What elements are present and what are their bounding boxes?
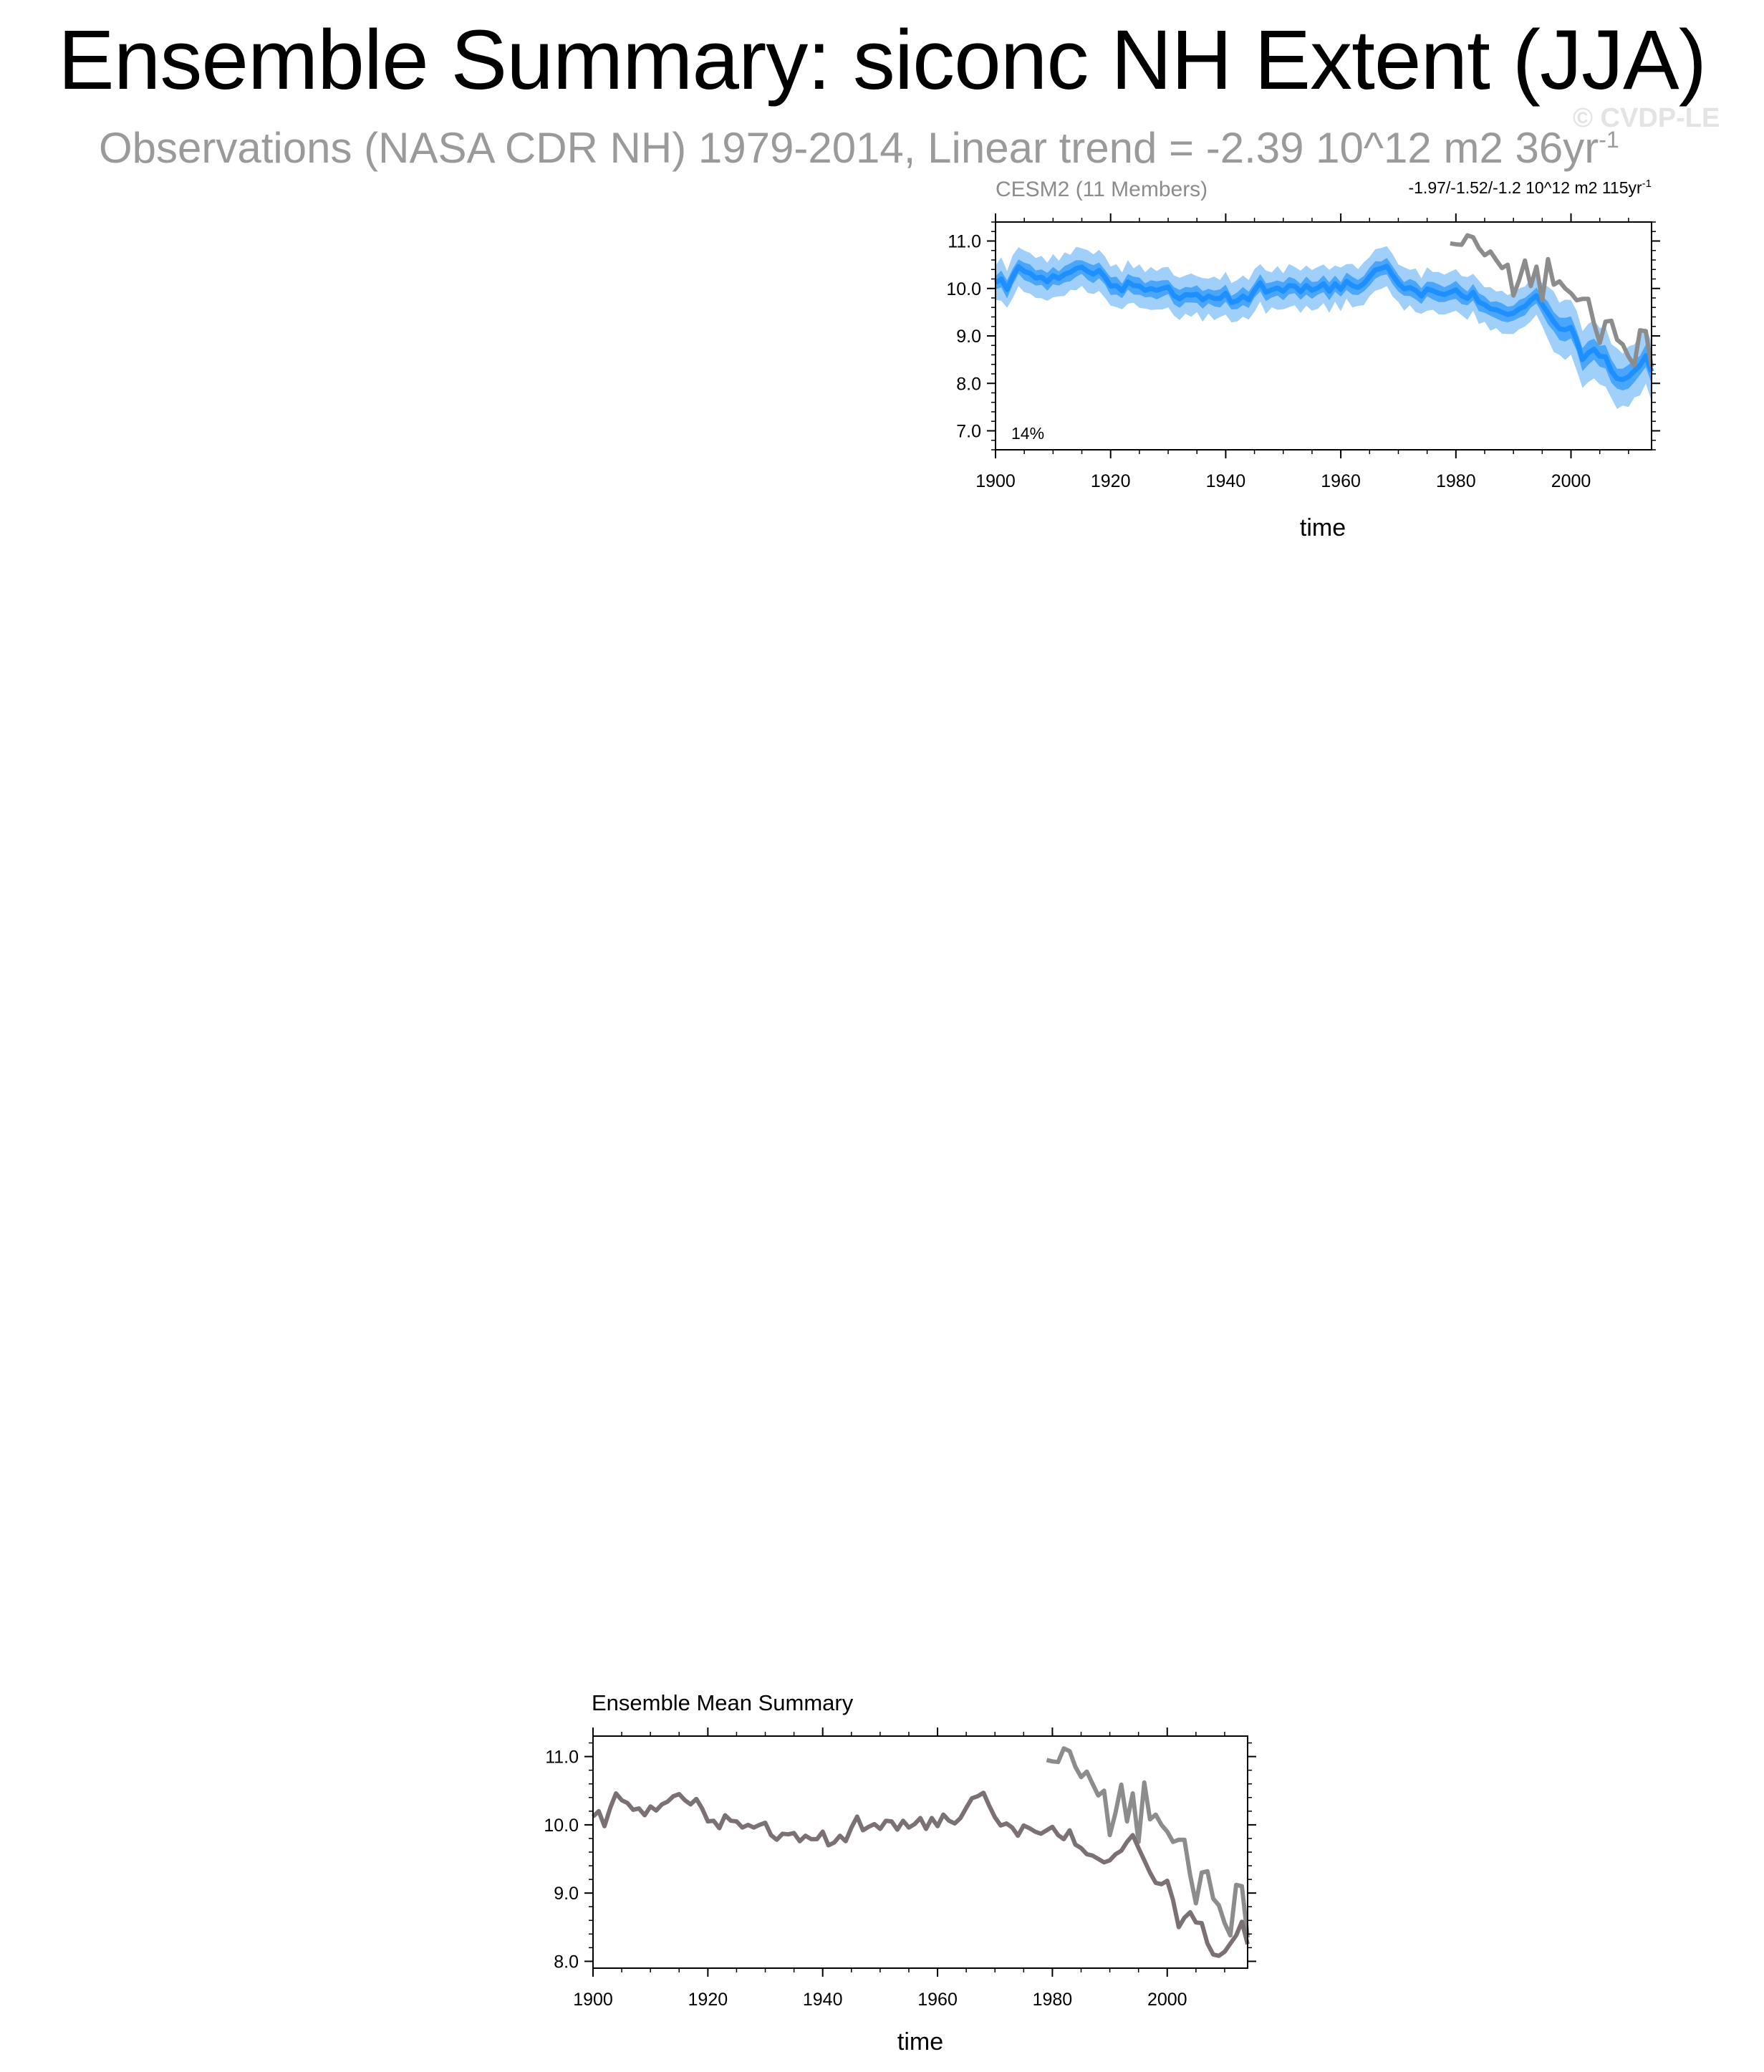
subtitle-text: Observations (NASA CDR NH) 1979-2014, Li… [99,124,1599,172]
panel1-observations-line [1450,233,1654,368]
panel2-ytick-label-0: 8.0 [554,1952,579,1972]
panel2-xlabel: time [897,2028,943,2056]
panel1-xtick-label-3: 1960 [1321,471,1361,491]
panel1-xtick-label-2: 1940 [1206,471,1246,491]
panel2-ensemble-mean-line [591,1791,1250,1958]
panel1-trend-label: -1.97/-1.52/-1.2 10^12 m2 115yr-1 [1408,178,1652,197]
panel2-plot-frame [592,1735,1248,1969]
panel1-ensemble-mean-line [994,264,1654,382]
panel1-xlabel: time [1300,514,1346,541]
panel1-ytick-label-4: 11.0 [948,232,981,252]
panel2-xtick-label-1: 1920 [688,1990,728,2010]
panel2-title: Ensemble Mean Summary [592,1690,854,1715]
panel-ensemble-mean-summary: Ensemble Mean Summary time 8.0 9.0 10.0 11.… [544,1690,1256,2056]
panel2-ytick-label-3: 11.0 [545,1748,579,1768]
watermark: © CVDP-LE [1573,103,1720,133]
panel1-ytick-label-3: 10.0 [946,279,981,299]
subtitle-superscript: -1 [1599,127,1619,153]
observations-subtitle: Observations (NASA CDR NH) 1979-2014, Li… [99,122,1619,175]
panel2-ytick-label-1: 9.0 [554,1884,579,1904]
panel1-xtick-label-5: 2000 [1551,471,1591,491]
panel1-trend-superscript: -1 [1642,178,1652,190]
panel1-ytick-label-0: 7.0 [956,422,981,442]
panel2-xtick-label-2: 1940 [803,1990,843,2010]
panel1-xtick-label-4: 1980 [1436,471,1476,491]
panel2-xtick-label-5: 2000 [1147,1990,1187,2010]
panel1-ytick-label-1: 8.0 [956,374,981,394]
panel2-xtick-label-3: 1960 [917,1990,958,2010]
panel2-ytick-label-2: 10.0 [544,1816,579,1836]
panel2-xtick-label-4: 1980 [1033,1990,1073,2010]
panel-cesm2: CESM2 (11 Members) -1.97/-1.52/-1.2 10^1… [946,178,1660,541]
page-title: Ensemble Summary: siconc NH Extent (JJA) [58,13,1707,107]
panel1-trend-text: -1.97/-1.52/-1.2 10^12 m2 115yr [1408,178,1642,197]
panel1-corner-label: 14% [1011,424,1044,443]
panel1-xtick-label-1: 1920 [1091,471,1131,491]
panel1-title: CESM2 (11 Members) [996,178,1208,201]
panel2-xtick-label-0: 1900 [573,1990,613,2010]
panel1-xtick-label-0: 1900 [975,471,1016,491]
panel2-observations-line [1046,1746,1250,1938]
panel1-ytick-label-2: 9.0 [956,327,981,347]
